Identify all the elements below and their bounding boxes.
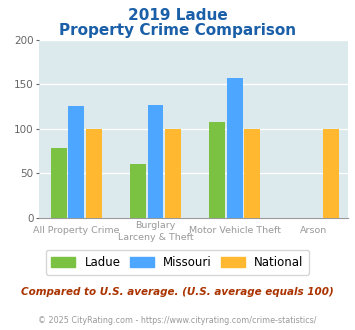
Bar: [227, 78, 242, 218]
Text: Compared to U.S. average. (U.S. average equals 100): Compared to U.S. average. (U.S. average …: [21, 287, 334, 297]
Bar: [148, 105, 163, 218]
Text: All Property Crime: All Property Crime: [33, 226, 120, 235]
Bar: [165, 129, 181, 218]
Text: Larceny & Theft: Larceny & Theft: [118, 233, 193, 242]
Bar: [69, 106, 84, 218]
Text: Burglary: Burglary: [135, 221, 176, 230]
Legend: Ladue, Missouri, National: Ladue, Missouri, National: [45, 250, 310, 275]
Text: Property Crime Comparison: Property Crime Comparison: [59, 23, 296, 38]
Bar: [130, 164, 146, 218]
Text: Arson: Arson: [300, 226, 327, 235]
Bar: [244, 129, 260, 218]
Text: © 2025 CityRating.com - https://www.cityrating.com/crime-statistics/: © 2025 CityRating.com - https://www.city…: [38, 316, 317, 325]
Text: Motor Vehicle Theft: Motor Vehicle Theft: [189, 226, 281, 235]
Bar: [86, 129, 102, 218]
Bar: [209, 122, 225, 218]
Text: 2019 Ladue: 2019 Ladue: [128, 8, 227, 23]
Bar: [323, 129, 339, 218]
Bar: [51, 148, 67, 218]
